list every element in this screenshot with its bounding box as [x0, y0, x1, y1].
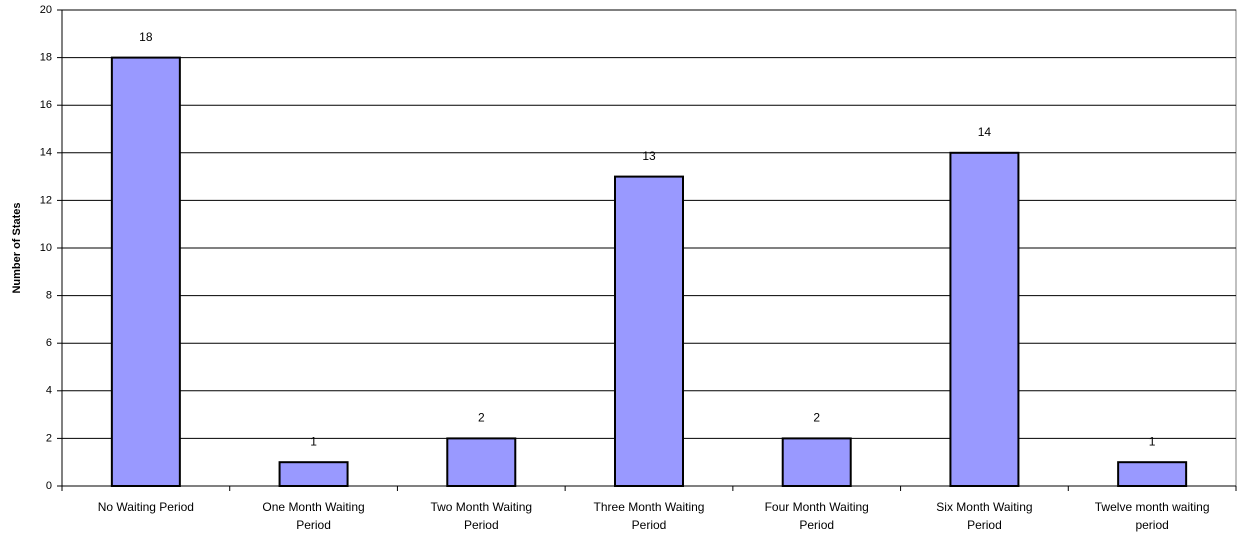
bar [1117, 461, 1188, 488]
bar [278, 461, 349, 488]
bar [614, 175, 684, 487]
y-tick-label: 8 [46, 290, 52, 302]
data-label: 2 [813, 411, 820, 425]
data-label: 1 [1149, 434, 1156, 448]
y-tick-label: 18 [40, 52, 52, 64]
x-tick-label: Four Month Waiting Period [765, 500, 869, 532]
x-tick-label: Two Month Waiting Period [430, 500, 532, 532]
y-tick-label: 16 [40, 99, 52, 111]
y-tick-label: 10 [40, 242, 52, 254]
bar [446, 437, 517, 487]
bar [781, 437, 852, 487]
bar [949, 151, 1020, 488]
data-label: 14 [978, 125, 992, 139]
x-tick-label: One Month Waiting Period [262, 500, 364, 532]
x-tick-label: Twelve month waiting period [1095, 500, 1210, 532]
data-label: 2 [478, 411, 485, 425]
y-tick-label: 20 [40, 4, 52, 16]
y-tick-label: 0 [46, 480, 52, 492]
x-tick-label: No Waiting Period [98, 500, 194, 514]
y-tick-label: 14 [40, 147, 52, 159]
x-tick-label: Three Month Waiting Period [594, 500, 705, 532]
bar [110, 56, 181, 487]
x-tick-label: Six Month Waiting Period [936, 500, 1032, 532]
y-tick-label: 12 [40, 194, 52, 206]
y-axis-label: Number of States [11, 202, 23, 293]
data-label: 13 [642, 149, 656, 163]
data-label: 18 [139, 30, 153, 44]
y-tick-label: 4 [46, 385, 52, 397]
y-tick-label: 2 [46, 432, 52, 444]
y-tick-label: 6 [46, 337, 52, 349]
data-label: 1 [310, 434, 317, 448]
